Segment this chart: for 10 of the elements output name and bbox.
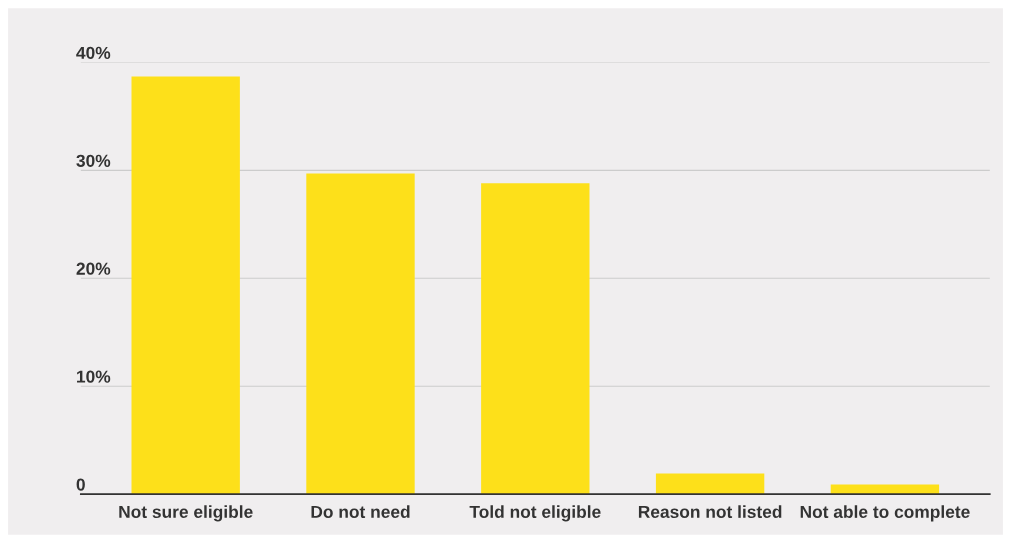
x-tick-label: Not sure eligible bbox=[119, 505, 253, 522]
y-tick-label: 40% bbox=[76, 46, 111, 60]
y-tick-label: 10% bbox=[77, 370, 111, 383]
x-tick-label: Do not need bbox=[311, 505, 410, 518]
y-tick-label: 20% bbox=[76, 262, 111, 275]
y-tick-label: 0 bbox=[76, 478, 85, 491]
x-tick-label: Not able to complete bbox=[800, 505, 970, 522]
x-tick-label: Reason not listed bbox=[638, 505, 782, 518]
y-tick-label: 30% bbox=[76, 154, 111, 167]
x-tick-label: Told not eligible bbox=[469, 505, 601, 522]
